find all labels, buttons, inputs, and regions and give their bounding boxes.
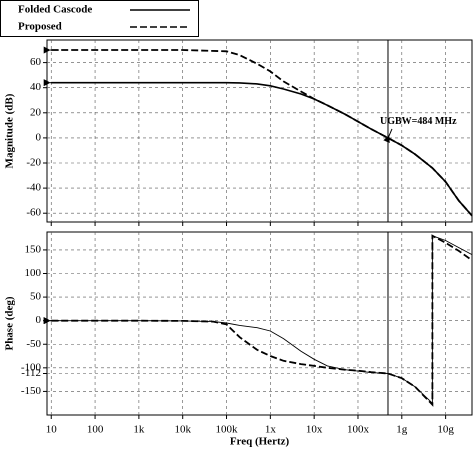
y-tick-label: 150: [25, 243, 42, 255]
legend: [0, 0, 199, 37]
x-tick-label: 10k: [174, 424, 191, 436]
x-tick-label: 10: [46, 424, 58, 436]
y-tick-label: -100: [21, 361, 42, 373]
y-tick-label: -112: [21, 367, 41, 379]
y-tick-label: -60: [26, 207, 41, 219]
x-tick-label: 10g: [437, 424, 454, 436]
plot-frame: [46, 231, 473, 416]
x-axis-label: Freq (Hertz): [230, 436, 290, 448]
x-tick-label: 100: [87, 424, 104, 436]
y-tick-label: 0: [36, 314, 42, 326]
y-axis-label: Phase (deg): [4, 296, 16, 350]
x-tick-label: 1x: [265, 424, 277, 436]
series-line: [51, 234, 473, 407]
y-axis-label: Magnitude (dB): [4, 93, 16, 168]
y-tick-label: 40: [30, 81, 42, 93]
y-tick-label: -150: [21, 385, 42, 397]
x-tick-label: 100x: [347, 424, 370, 436]
y-tick-label: 20: [30, 106, 42, 118]
x-tick-label: 1k: [133, 424, 145, 436]
plot-frame: [46, 39, 473, 223]
y-tick-label: 50: [30, 291, 42, 303]
series-line: [51, 49, 473, 217]
legend-label: Folded Cascode: [18, 4, 92, 16]
x-tick-label: 10x: [306, 424, 323, 436]
x-tick-label: 1g: [396, 424, 408, 436]
x-tick-label: 100k: [216, 424, 239, 436]
y-tick-label: -50: [26, 338, 41, 350]
annotation-arrow: [383, 128, 393, 144]
y-tick-label: 0: [36, 131, 42, 143]
y-tick-label: -40: [26, 182, 41, 194]
annotation: UGBW=484 MHz: [380, 116, 457, 127]
y-tick-label: -20: [26, 157, 41, 169]
y-tick-label: 60: [30, 56, 42, 68]
y-tick-label: 100: [25, 267, 42, 279]
legend-label: Proposed: [18, 21, 62, 33]
